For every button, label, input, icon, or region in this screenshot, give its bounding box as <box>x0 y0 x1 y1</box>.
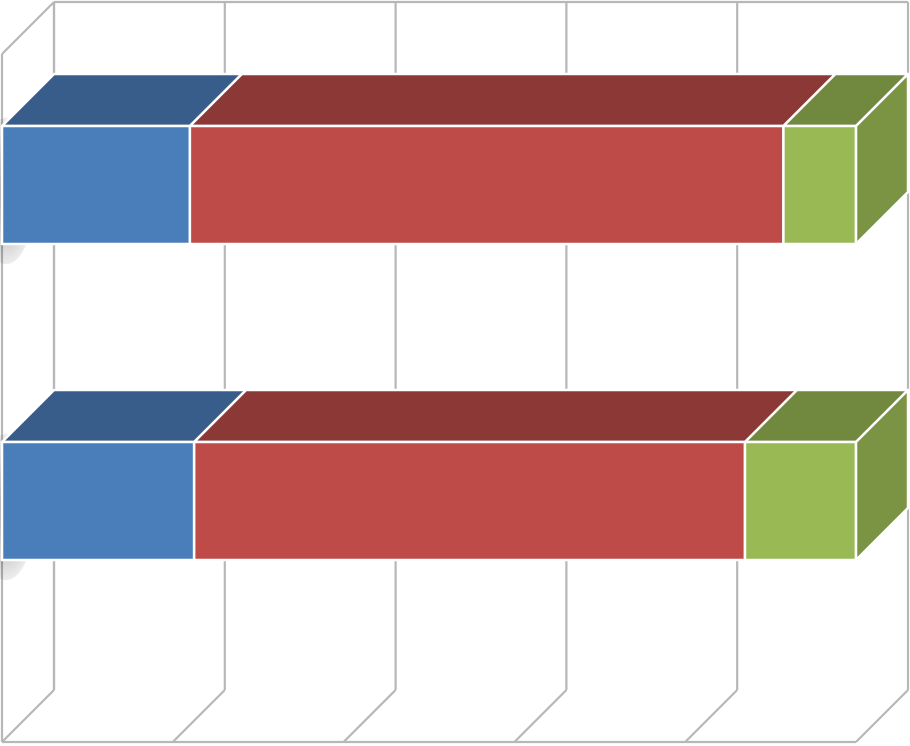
bar-segment-front <box>783 126 856 244</box>
bar-segment-front <box>194 442 745 560</box>
bar-segment-front <box>2 126 190 244</box>
bar-segment-top <box>194 390 797 442</box>
bar-row <box>0 390 908 580</box>
bar-segment-front <box>190 126 784 244</box>
stacked-bar-chart-3d <box>0 0 910 746</box>
bar-segment-front <box>2 442 194 560</box>
bar-segment-front <box>745 442 856 560</box>
bar-segment-top <box>190 74 836 126</box>
bar-row <box>0 74 908 264</box>
